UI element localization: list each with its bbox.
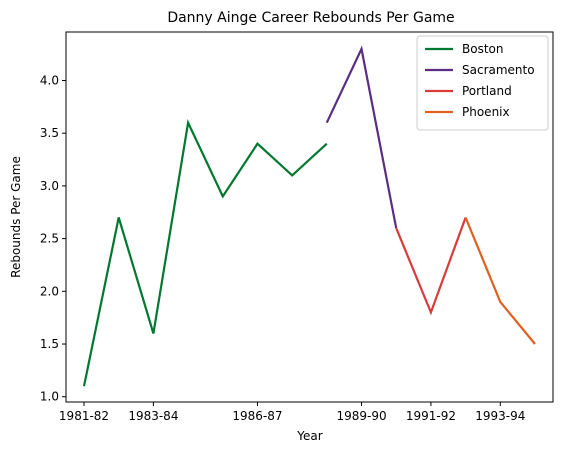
x-tick-label: 1981-82 xyxy=(59,409,109,423)
x-tick-label: 1993-94 xyxy=(475,409,525,423)
legend-label: Phoenix xyxy=(462,105,510,119)
x-tick-label: 1989-90 xyxy=(336,409,386,423)
y-tick-label: 1.0 xyxy=(40,390,59,404)
series-line-portland xyxy=(395,217,467,316)
y-tick-label: 3.5 xyxy=(40,126,59,140)
y-axis-label: Rebounds Per Game xyxy=(9,156,23,278)
axis-ticks: 1.0 1.5 2.0 2.5 3.0 3.5 4.0 1981-82 1983-84 1986-… xyxy=(40,73,525,423)
x-tick-label: 1983-84 xyxy=(128,409,178,423)
chart-title: Danny Ainge Career Rebounds Per Game xyxy=(167,10,454,26)
series-line-boston xyxy=(82,119,328,387)
series-line-phoenix xyxy=(464,217,536,345)
legend-label: Sacramento xyxy=(462,63,535,77)
y-tick-label: 1.5 xyxy=(40,337,59,351)
series-line-sacramento xyxy=(325,45,398,229)
x-tick-label: 1991-92 xyxy=(406,409,456,423)
plot-area xyxy=(65,31,554,403)
x-axis-label: Year xyxy=(296,429,322,443)
x-tick-label: 1986-87 xyxy=(232,409,282,423)
legend: Boston Sacramento Portland Phoenix xyxy=(416,35,549,131)
legend-label: Portland xyxy=(462,84,512,98)
series-lines xyxy=(82,45,536,387)
legend-frame xyxy=(416,35,549,131)
y-tick-label: 2.5 xyxy=(40,232,59,246)
y-tick-label: 3.0 xyxy=(40,179,59,193)
legend-label: Boston xyxy=(462,42,503,56)
y-tick-label: 2.0 xyxy=(40,284,59,298)
y-tick-label: 4.0 xyxy=(40,73,59,87)
